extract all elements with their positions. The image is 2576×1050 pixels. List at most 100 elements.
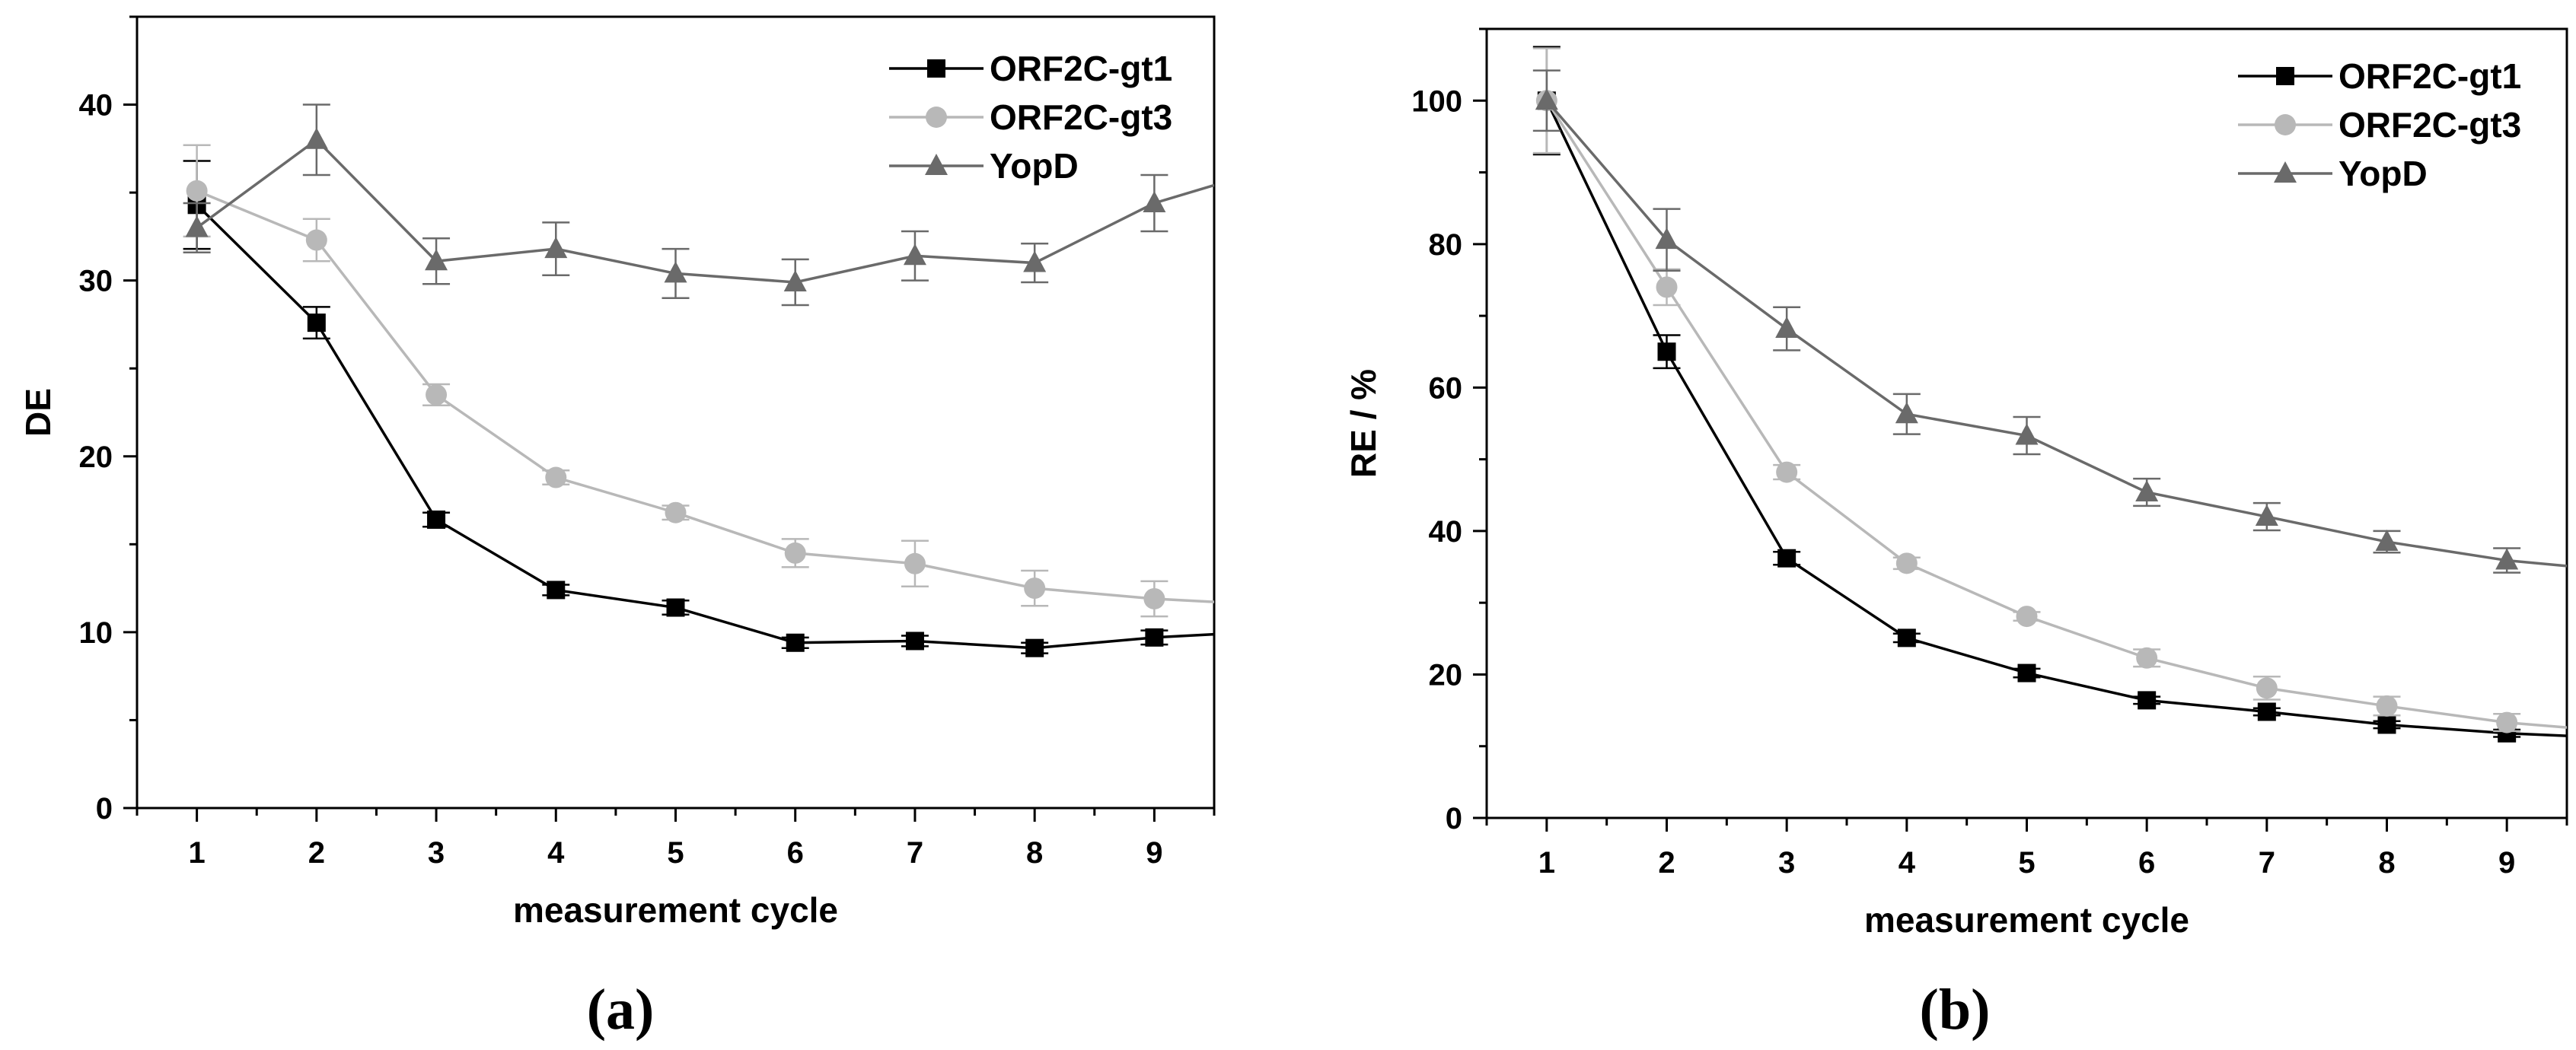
x-tick-label: 1 [1538, 846, 1555, 880]
data-point [664, 261, 687, 283]
x-tick-label: 8 [1026, 836, 1043, 870]
data-point [2495, 548, 2519, 570]
data-point [904, 552, 926, 574]
panel-label: (a) [587, 978, 655, 1042]
data-point [1143, 587, 1165, 609]
y-tick-label: 30 [79, 265, 113, 298]
data-point [2015, 423, 2039, 445]
legend-marker [2275, 114, 2296, 135]
data-point [1145, 628, 1164, 647]
legend-label: ORF2C-gt1 [990, 49, 1172, 88]
data-point [2255, 504, 2278, 527]
series-line-extension [2507, 732, 2567, 737]
legend-marker [2274, 161, 2297, 183]
x-tick-label: 3 [428, 836, 445, 870]
data-point [1657, 342, 1676, 361]
x-tick-label: 6 [787, 836, 804, 870]
data-point [427, 510, 446, 529]
y-tick-label: 0 [1446, 802, 1462, 835]
data-point [786, 633, 805, 652]
legend-label: ORF2C-gt3 [2338, 105, 2521, 145]
x-tick-label: 4 [1899, 846, 1916, 880]
data-point [305, 229, 327, 251]
y-tick-label: 40 [1429, 515, 1463, 549]
data-point [2256, 677, 2278, 699]
series-YopD [183, 103, 1214, 307]
data-point [426, 383, 448, 406]
data-point [186, 180, 208, 202]
series-ORF2C-gt3 [183, 144, 1214, 618]
x-tick-label: 5 [2018, 846, 2035, 880]
data-point [783, 269, 807, 291]
data-point [2375, 530, 2399, 552]
panel-b: 0 20 40 60 80 100 1 2 3 4 5 6 7 8 9 measurement cycle RE… [1344, 27, 2568, 1042]
x-tick-label: 2 [308, 836, 325, 870]
data-point [185, 215, 209, 237]
legend-entry: ORF2C-gt3 [889, 97, 1172, 137]
data-point [1777, 549, 1797, 568]
x-axis-title: measurement cycle [1864, 900, 2189, 940]
data-point [304, 127, 328, 149]
y-tick-label: 0 [96, 792, 113, 826]
data-point [1655, 228, 1679, 250]
series-line [1545, 100, 2507, 724]
legend-marker [927, 59, 945, 78]
x-tick-label: 7 [2259, 846, 2275, 880]
data-point [905, 632, 924, 651]
x-tick-label: 7 [907, 836, 923, 870]
data-point [1535, 88, 1558, 110]
data-point [1656, 276, 1678, 298]
data-point [2376, 695, 2398, 717]
data-point [1025, 638, 1044, 657]
panel-label: (b) [1920, 978, 1991, 1042]
data-point [1776, 461, 1798, 483]
x-tick-label: 9 [2498, 846, 2515, 880]
data-point [1024, 578, 1046, 600]
y-tick-label: 60 [1429, 371, 1463, 405]
legend-marker [926, 107, 947, 128]
legend-marker [2276, 67, 2294, 85]
data-point [2136, 647, 2158, 669]
x-tick-label: 6 [2138, 846, 2155, 880]
data-point [1895, 402, 1918, 424]
data-point [2138, 691, 2157, 710]
y-tick-label: 20 [1429, 658, 1463, 692]
data-point [2377, 715, 2396, 734]
legend-entry: YopD [889, 146, 1079, 186]
y-tick-label: 10 [79, 616, 113, 650]
legend-label: ORF2C-gt1 [2338, 56, 2521, 96]
series-ORF2C-gt1 [183, 160, 1214, 657]
data-point [2496, 711, 2518, 733]
legend-label: YopD [2338, 154, 2428, 193]
data-point [1143, 190, 1166, 212]
data-point [1895, 552, 1918, 574]
y-tick-label: 100 [1411, 84, 1462, 118]
y-tick-label: 80 [1429, 228, 1463, 262]
x-tick-label: 5 [667, 836, 684, 870]
y-axis-title: RE / % [1344, 369, 1383, 478]
series-line-extension [2507, 558, 2567, 568]
data-point [2017, 663, 2036, 682]
data-point [1897, 628, 1916, 648]
data-point [547, 581, 566, 600]
series-ORF2C-gt1 [1532, 46, 2567, 743]
panel-a: 0 10 20 30 40 1 2 3 4 5 6 7 8 9 measurement cycle DE (a)… [18, 15, 1216, 1042]
data-point [1775, 317, 1799, 339]
data-point [2257, 702, 2276, 721]
data-point [666, 598, 685, 617]
data-point [665, 501, 687, 523]
series-line-extension [1153, 183, 1214, 205]
data-point [2135, 480, 2159, 502]
data-point [425, 249, 448, 271]
legend-entry: ORF2C-gt1 [889, 49, 1172, 88]
series-line-extension [1154, 632, 1214, 639]
legend-label: ORF2C-gt3 [990, 97, 1172, 137]
data-point [784, 542, 806, 564]
y-axis-title: DE [18, 388, 58, 437]
series-ORF2C-gt3 [1532, 47, 2567, 733]
legend-entry: YopD [2238, 154, 2428, 193]
data-point [544, 237, 568, 259]
x-tick-label: 3 [1778, 846, 1795, 880]
data-point [545, 466, 567, 488]
